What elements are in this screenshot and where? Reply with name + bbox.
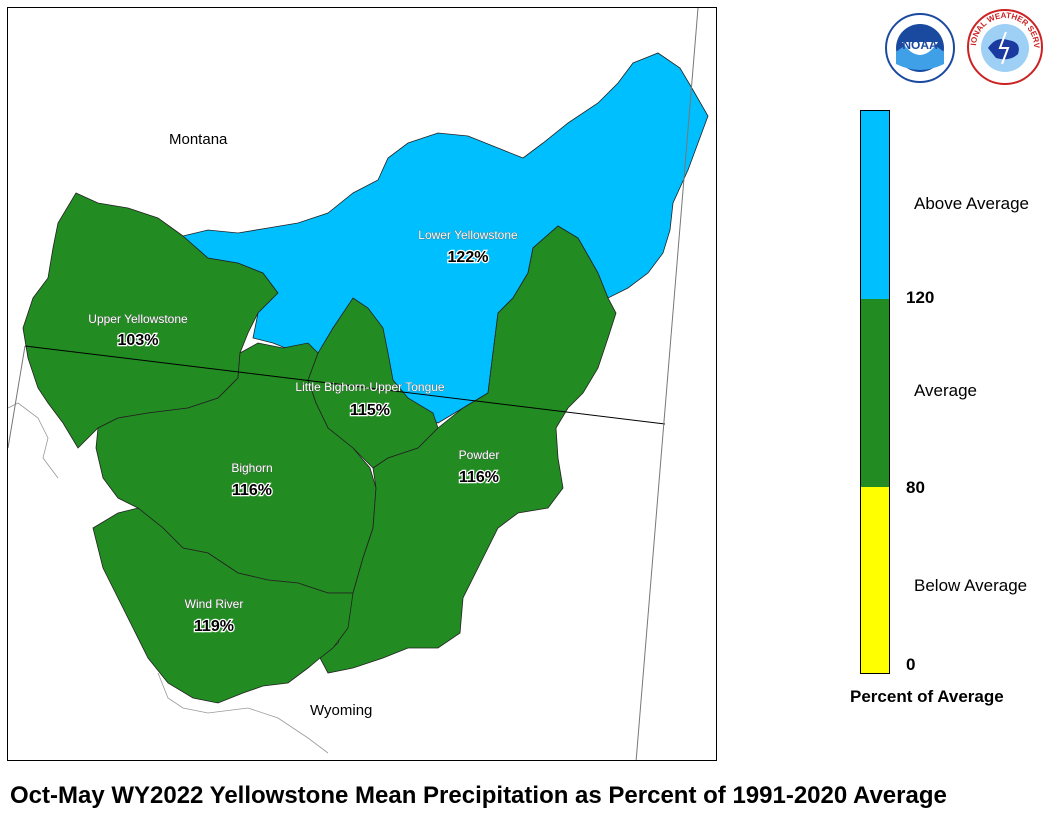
label-upper-yellowstone-name: Upper Yellowstone [88,312,188,326]
label-upper-yellowstone-percent: 103% [118,332,159,349]
label-little-bighorn-percent: 115% [350,402,390,419]
map-frame: Lower Yellowstone 122% Upper Yellowstone… [7,7,717,761]
legend-segment-below-average [861,487,889,673]
label-wind-river-percent: 119% [194,618,234,635]
legend-segment-above-average [861,111,889,299]
legend-tick-120: 120 [906,288,935,307]
legend-label-below-average: Below Average [914,576,1028,595]
legend-label-above-average: Above Average [914,194,1029,213]
state-boundary-west [8,345,26,449]
noaa-logo: NOAA [884,12,956,84]
legend-title: Percent of Average [850,687,1004,706]
legend-label-average: Average [914,381,978,400]
legend-segment-average [861,299,889,487]
basin-map: Lower Yellowstone 122% Upper Yellowstone… [8,8,709,760]
label-wind-river-name: Wind River [185,597,244,611]
label-lower-yellowstone-name: Lower Yellowstone [418,228,518,242]
state-label-montana: Montana [169,131,228,148]
basin-powder[interactable] [319,225,617,674]
legend-color-bar [860,110,890,674]
label-lower-yellowstone-percent: 122% [448,249,489,266]
label-little-bighorn-name: Little Bighorn-Upper Tongue [295,380,445,394]
map-caption: Oct-May WY2022 Yellowstone Mean Precipit… [10,782,947,809]
state-boundary-east [635,8,699,760]
label-powder-percent: 116% [459,469,499,486]
label-powder-name: Powder [459,448,500,462]
nws-logo: NATIONAL WEATHER SERVICE [963,1,1044,86]
legend-tick-80: 80 [906,478,925,497]
label-bighorn-percent: 116% [232,482,272,499]
svg-text:NOAA: NOAA [902,38,938,52]
state-boundary-mt-wy [24,345,666,425]
state-label-wyoming: Wyoming [310,702,373,719]
label-bighorn-name: Bighorn [231,461,272,475]
basin-wind-river[interactable] [92,507,354,704]
boundary-line-west [8,402,59,479]
boundary-line-south [157,672,329,754]
legend-tick-0: 0 [906,655,916,674]
